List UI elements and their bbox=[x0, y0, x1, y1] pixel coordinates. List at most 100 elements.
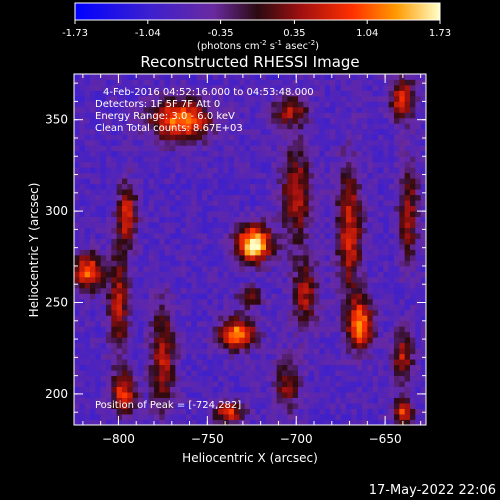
heatmap-cell bbox=[95, 244, 102, 250]
heatmap-cell bbox=[420, 189, 426, 196]
heatmap-cell bbox=[292, 414, 299, 420]
heatmap-cell bbox=[239, 304, 246, 311]
heatmap-cell bbox=[196, 304, 203, 311]
heatmap-cell bbox=[282, 178, 288, 185]
heatmap-cell bbox=[239, 90, 246, 97]
heatmap-cell bbox=[346, 233, 352, 239]
heatmap-cell bbox=[132, 183, 139, 190]
heatmap-cell bbox=[212, 200, 219, 207]
heatmap-cell bbox=[346, 271, 352, 278]
heatmap-cell bbox=[346, 265, 352, 272]
heatmap-cell bbox=[308, 326, 315, 333]
heatmap-cell bbox=[106, 386, 112, 393]
heatmap-cell bbox=[138, 397, 144, 404]
heatmap-cell bbox=[324, 254, 331, 261]
heatmap-cell bbox=[116, 139, 123, 146]
heatmap-cell bbox=[372, 326, 379, 333]
heatmap-cell bbox=[356, 112, 363, 119]
heatmap-cell bbox=[218, 408, 224, 415]
heatmap-cell bbox=[196, 320, 203, 327]
heatmap-cell bbox=[90, 249, 96, 256]
heatmap-cell bbox=[420, 293, 426, 300]
heatmap-cell bbox=[143, 298, 150, 305]
heatmap-cell bbox=[266, 419, 272, 425]
heatmap-cell bbox=[287, 419, 294, 425]
heatmap-cell bbox=[74, 244, 80, 250]
heatmap-cell bbox=[170, 117, 176, 124]
heatmap-cell bbox=[223, 309, 230, 316]
heatmap-cell bbox=[175, 265, 182, 272]
heatmap-cell bbox=[138, 227, 144, 234]
heatmap-cell bbox=[207, 331, 214, 338]
heatmap-cell bbox=[287, 150, 294, 157]
heatmap-cell bbox=[330, 227, 336, 234]
heatmap-cell bbox=[228, 134, 235, 141]
heatmap-cell bbox=[404, 145, 411, 152]
heatmap-cell bbox=[356, 271, 363, 278]
heatmap-cell bbox=[111, 134, 118, 141]
heatmap-cell bbox=[79, 386, 86, 393]
heatmap-cell bbox=[74, 381, 80, 388]
heatmap-cell bbox=[164, 337, 171, 344]
heatmap-cell bbox=[223, 244, 230, 250]
heatmap-cell bbox=[202, 331, 208, 338]
heatmap-cell bbox=[90, 298, 96, 305]
heatmap-cell bbox=[276, 194, 283, 201]
heatmap-cell bbox=[399, 134, 406, 141]
heatmap-cell bbox=[330, 233, 336, 239]
heatmap-cell bbox=[303, 254, 310, 261]
heatmap-cell bbox=[170, 134, 176, 141]
heatmap-cell bbox=[298, 298, 304, 305]
heatmap-cell bbox=[383, 348, 390, 355]
heatmap-cell bbox=[148, 244, 155, 250]
heatmap-cell bbox=[399, 337, 406, 344]
heatmap-cell bbox=[106, 353, 112, 360]
heatmap-cell bbox=[170, 90, 176, 97]
heatmap-cell bbox=[266, 254, 272, 261]
heatmap-cell bbox=[287, 315, 294, 322]
heatmap-cell bbox=[287, 271, 294, 278]
heatmap-cell bbox=[95, 222, 102, 228]
heatmap-cell bbox=[383, 408, 390, 415]
heatmap-cell bbox=[170, 238, 176, 245]
heatmap-cell bbox=[378, 375, 384, 382]
heatmap-cell bbox=[420, 74, 426, 80]
heatmap-cell bbox=[340, 254, 347, 261]
heatmap-cell bbox=[122, 189, 128, 196]
heatmap-cell bbox=[367, 194, 374, 201]
heatmap-cell bbox=[111, 249, 118, 256]
heatmap-cell bbox=[410, 260, 416, 267]
heatmap-cell bbox=[122, 244, 128, 250]
heatmap-cell bbox=[303, 282, 310, 289]
heatmap-cell bbox=[122, 161, 128, 168]
heatmap-cell bbox=[404, 381, 411, 388]
heatmap-cell bbox=[346, 106, 352, 113]
heatmap-cell bbox=[223, 84, 230, 91]
heatmap-cell bbox=[95, 112, 102, 119]
heatmap-cell bbox=[148, 326, 155, 333]
heatmap-cell bbox=[314, 227, 320, 234]
heatmap-cell bbox=[383, 117, 390, 124]
heatmap-cell bbox=[260, 309, 267, 316]
heatmap-cell bbox=[250, 156, 256, 163]
heatmap-cell bbox=[415, 134, 422, 141]
heatmap-cell bbox=[255, 298, 262, 305]
heatmap-cell bbox=[298, 315, 304, 322]
heatmap-cell bbox=[255, 150, 262, 157]
heatmap-cell bbox=[394, 134, 400, 141]
heatmap-cell bbox=[100, 205, 107, 212]
heatmap-cell bbox=[244, 156, 251, 163]
heatmap-cell bbox=[372, 309, 379, 316]
heatmap-cell bbox=[335, 167, 342, 174]
heatmap-cell bbox=[207, 342, 214, 349]
heatmap-cell bbox=[223, 359, 230, 366]
heatmap-cell bbox=[255, 139, 262, 146]
heatmap-cell bbox=[175, 139, 182, 146]
heatmap-cell bbox=[266, 156, 272, 163]
heatmap-cell bbox=[399, 342, 406, 349]
heatmap-cell bbox=[420, 276, 426, 283]
heatmap-cell bbox=[132, 95, 139, 102]
heatmap-cell bbox=[138, 392, 144, 398]
heatmap-cell bbox=[298, 331, 304, 338]
heatmap-cell bbox=[394, 326, 400, 333]
